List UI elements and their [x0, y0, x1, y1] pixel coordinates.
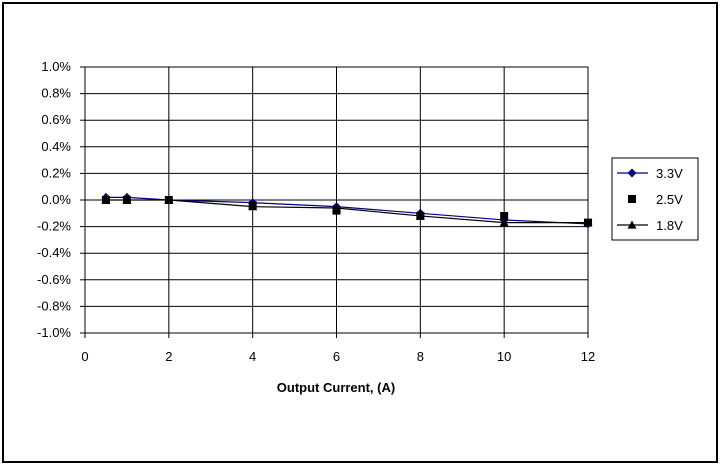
y-tick-label: 0.6%	[41, 112, 71, 127]
legend-marker-2-5V	[628, 195, 636, 203]
data-point-1-8V	[122, 195, 132, 204]
x-tick-label: 0	[81, 349, 88, 364]
x-tick-label: 10	[497, 349, 511, 364]
legend-label-2-5V: 2.5V	[656, 192, 683, 207]
legend: 3.3V 2.5V 1.8V	[611, 157, 699, 241]
legend-marker-1-8V	[627, 220, 637, 229]
x-tick-label: 6	[333, 349, 340, 364]
y-tick-label: -0.2%	[37, 219, 71, 234]
legend-box	[611, 157, 699, 241]
data-point-1-8V	[583, 218, 593, 227]
data-point-1-8V	[499, 218, 509, 227]
x-axis-title: Output Current, (A)	[277, 380, 395, 395]
legend-marker-3-3V	[627, 168, 637, 178]
plot-area-border	[84, 66, 589, 334]
y-tick-label: -0.8%	[37, 298, 71, 313]
x-tick-label: 2	[165, 349, 172, 364]
y-tick-label: 1.0%	[41, 59, 71, 74]
series-layer	[101, 192, 593, 229]
axis-layer: 1.0% 0.8% 0.6% 0.4% 0.2% 0.0% -0.2% -0.4% -0.6% -…	[37, 59, 595, 364]
data-point-1-8V	[415, 211, 425, 220]
y-tick-label: -1.0%	[37, 325, 71, 340]
legend-label-1-8V: 1.8V	[656, 218, 683, 233]
y-tick-label: 0.8%	[41, 86, 71, 101]
data-point-1-8V	[248, 202, 258, 211]
data-point-2-5V	[500, 211, 509, 220]
x-tick-label: 12	[581, 349, 595, 364]
data-point-1-8V	[101, 195, 111, 204]
data-point-1-8V	[332, 203, 341, 212]
y-tick-label: 0.2%	[41, 165, 71, 180]
y-tick-label: -0.6%	[37, 272, 71, 287]
x-tick-label: 8	[417, 349, 424, 364]
series-line-3-3V	[105, 196, 589, 225]
series-line-1-8V	[105, 199, 588, 224]
y-tick-label: -0.4%	[37, 245, 71, 260]
legend-label-3-3V: 3.3V	[656, 166, 683, 181]
y-tick-label: 0.4%	[41, 139, 71, 154]
x-tick-label: 4	[249, 349, 256, 364]
y-tick-label: 0.0%	[41, 192, 71, 207]
data-point-1-8V	[164, 195, 174, 204]
